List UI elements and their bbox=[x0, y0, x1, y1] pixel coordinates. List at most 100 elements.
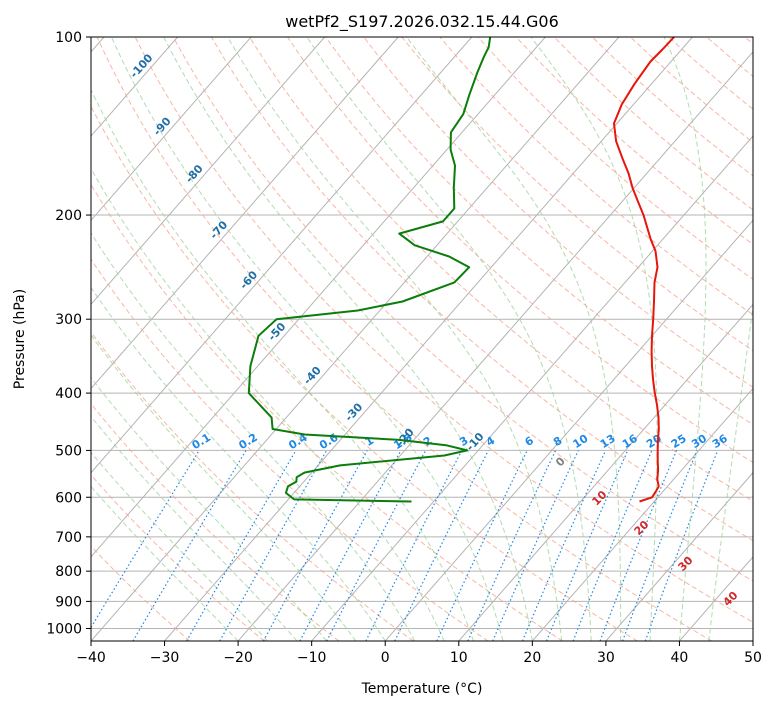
mixing-ratio-line bbox=[262, 450, 368, 641]
y-tick-label: 400 bbox=[55, 386, 82, 402]
x-tick-label: 50 bbox=[744, 650, 762, 666]
moist-adiabat-line bbox=[91, 232, 416, 641]
dry-adiabat-line bbox=[477, 37, 753, 280]
isotherm-line bbox=[164, 37, 693, 641]
moist-adiabat-line bbox=[91, 286, 386, 641]
mixing-ratio-line bbox=[365, 450, 463, 641]
isotherm-line bbox=[752, 640, 753, 641]
x-tick-label: 40 bbox=[671, 650, 689, 666]
dry-adiabat-line bbox=[172, 37, 753, 582]
x-tick-label: −20 bbox=[223, 650, 253, 666]
moist-adiabat-line bbox=[306, 37, 592, 641]
moist-adiabat-line bbox=[91, 334, 357, 641]
mixing-ratio-line bbox=[599, 450, 678, 641]
dry-adiabat-line bbox=[210, 37, 753, 542]
moist-adiabat-line bbox=[91, 167, 445, 641]
isotherm-line bbox=[91, 37, 252, 221]
dry-adiabat-line bbox=[91, 402, 340, 641]
dry-adiabat-line bbox=[134, 37, 753, 623]
mixing-ratio-line bbox=[622, 450, 698, 641]
moist-adiabat-line bbox=[530, 37, 658, 641]
x-tick-label: 20 bbox=[523, 650, 541, 666]
isotherm-line bbox=[91, 37, 546, 558]
dry-adiabat-label: -40 bbox=[301, 364, 324, 388]
temperature-profile-line bbox=[613, 37, 675, 503]
mixing-ratio-label: 0.1 bbox=[190, 431, 213, 452]
isotherm-line bbox=[91, 37, 326, 306]
mixing-ratio-label: 4 bbox=[484, 434, 498, 449]
moist-adiabat-line bbox=[91, 451, 268, 641]
y-tick-label: 100 bbox=[55, 30, 82, 46]
moist-adiabat-line bbox=[91, 88, 474, 641]
mixing-ratio-line bbox=[219, 450, 328, 641]
mixing-ratio-line bbox=[299, 450, 402, 641]
dry-adiabat-label: -50 bbox=[266, 320, 289, 344]
dry-adiabat-line bbox=[91, 331, 414, 641]
mixing-ratio-line bbox=[91, 450, 200, 629]
chart-title: wetPf2_S197.2026.032.15.44.G06 bbox=[285, 12, 559, 32]
dry-adiabat-line bbox=[91, 183, 563, 641]
y-tick-label: 600 bbox=[55, 490, 82, 506]
mixing-ratio-label: 25 bbox=[669, 432, 689, 451]
y-axis-label: Pressure (hPa) bbox=[12, 289, 28, 389]
moist-adiabat-line bbox=[91, 376, 327, 641]
dry-adiabat-label: -60 bbox=[237, 268, 260, 292]
mixing-ratio-label: 2 bbox=[421, 434, 434, 449]
dry-adiabat-line bbox=[325, 37, 753, 426]
moist-adiabat-label: 10 bbox=[589, 488, 609, 508]
dry-adiabat-label: -30 bbox=[342, 400, 365, 424]
y-tick-label: 200 bbox=[55, 208, 82, 224]
x-tick-label: 0 bbox=[381, 650, 390, 666]
mixing-ratio-line bbox=[521, 450, 607, 641]
isotherm-line bbox=[91, 37, 473, 474]
isotherm-line bbox=[311, 135, 753, 641]
moist-adiabat-label: 20 bbox=[632, 518, 652, 538]
isotherm-line bbox=[237, 51, 753, 641]
mixing-ratio-line bbox=[546, 450, 629, 641]
moist-adiabat-line bbox=[663, 37, 707, 641]
mixing-ratio-label: 0.2 bbox=[236, 431, 259, 452]
moist-adiabat-line bbox=[406, 37, 622, 641]
x-tick-label: 10 bbox=[450, 650, 468, 666]
mixing-ratio-label: 0.6 bbox=[317, 431, 341, 453]
y-tick-label: 800 bbox=[55, 564, 82, 580]
mixing-ratio-line bbox=[436, 450, 528, 641]
dry-adiabat-label: -70 bbox=[207, 218, 230, 242]
x-axis-label: Temperature (°C) bbox=[361, 681, 483, 697]
moist-adiabat-line bbox=[91, 415, 298, 641]
dry-adiabat-label: -80 bbox=[183, 162, 206, 186]
plot-frame bbox=[90, 36, 754, 642]
moist-adiabat-label: 40 bbox=[721, 589, 741, 609]
dry-adiabat-line bbox=[363, 37, 753, 388]
dry-adiabat-line bbox=[439, 37, 753, 316]
moist-adiabat-line bbox=[110, 37, 504, 641]
moist-adiabat-line bbox=[227, 37, 563, 641]
dry-adiabat-line bbox=[553, 37, 753, 211]
mixing-ratio-label: 16 bbox=[620, 432, 640, 451]
isotherm-line bbox=[91, 37, 399, 390]
isotherm-line bbox=[605, 471, 753, 641]
isotherm-line bbox=[458, 303, 753, 641]
mixing-ratio-label: 20 bbox=[644, 432, 664, 451]
x-tick-label: −10 bbox=[297, 650, 327, 666]
moist-adiabat-line bbox=[163, 37, 533, 641]
dry-adiabat-line bbox=[91, 105, 638, 641]
mixing-ratio-line bbox=[644, 450, 719, 641]
x-tick-label: −40 bbox=[76, 650, 106, 666]
x-tick-label: 30 bbox=[597, 650, 615, 666]
mixing-ratio-label: 30 bbox=[689, 432, 709, 451]
isotherm-line bbox=[531, 387, 753, 641]
mixing-ratio-line bbox=[572, 450, 653, 641]
moist-adiabat-line bbox=[708, 302, 753, 641]
y-tick-label: 1000 bbox=[46, 621, 82, 637]
x-tick-label: −30 bbox=[150, 650, 180, 666]
mixing-ratio-label: 10 bbox=[571, 432, 591, 451]
y-tick-label: 300 bbox=[55, 312, 82, 328]
dry-adiabat-label: -100 bbox=[127, 51, 155, 80]
y-tick-label: 500 bbox=[55, 443, 82, 459]
y-tick-label: 900 bbox=[55, 594, 82, 610]
mixing-ratio-line bbox=[492, 450, 579, 641]
isotherm-line bbox=[384, 219, 753, 641]
isotherm-line bbox=[91, 37, 620, 641]
dry-adiabat-line bbox=[96, 37, 713, 641]
